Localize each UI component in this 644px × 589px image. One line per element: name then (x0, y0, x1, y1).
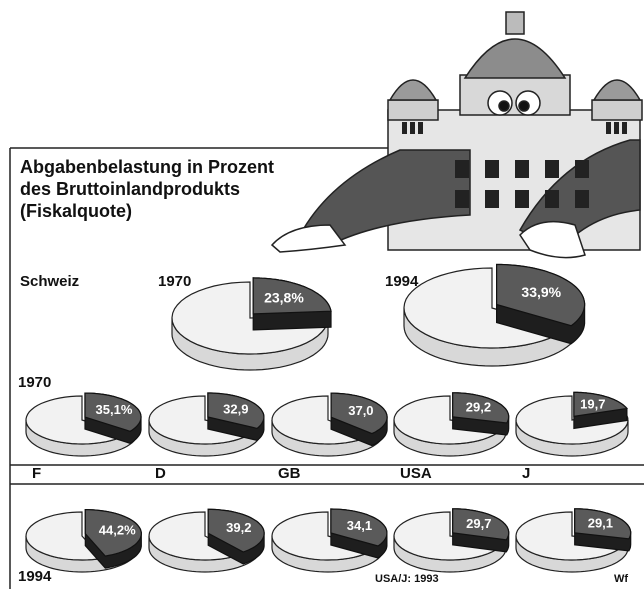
country-label: USA (400, 465, 432, 482)
year-label: 1970 (18, 374, 51, 391)
value-label: 23,8% (264, 289, 304, 305)
year-label: 1994 (18, 568, 52, 585)
value-label: 29,1 (588, 516, 613, 531)
credit: Wf (614, 573, 628, 585)
value-label: 34,1 (347, 518, 372, 533)
year-label: 1994 (385, 273, 419, 290)
value-label: 37,0 (348, 403, 373, 418)
title-line: (Fiskalquote) (20, 201, 132, 221)
country-label: Schweiz (20, 273, 79, 290)
value-label: 33,9% (521, 284, 561, 300)
value-label: 19,7 (580, 396, 605, 411)
value-label: 44,2% (99, 523, 136, 538)
note: USA/J: 1993 (375, 573, 439, 585)
year-label: 1970 (158, 273, 191, 290)
country-label: F (32, 465, 41, 482)
infographic: Abgabenbelastung in Prozent des Bruttoin… (0, 0, 644, 589)
value-label: 39,2 (226, 520, 251, 535)
country-label: GB (278, 465, 301, 482)
country-label: D (155, 465, 166, 482)
country-label: J (522, 465, 530, 482)
value-label: 29,7 (466, 516, 491, 531)
title-line: Abgabenbelastung in Prozent (20, 157, 274, 177)
building-illustration (272, 12, 642, 258)
value-label: 32,9 (223, 401, 248, 416)
title-line: des Bruttoinlandprodukts (20, 179, 240, 199)
value-label: 35,1% (96, 402, 133, 417)
value-label: 29,2 (466, 400, 491, 415)
